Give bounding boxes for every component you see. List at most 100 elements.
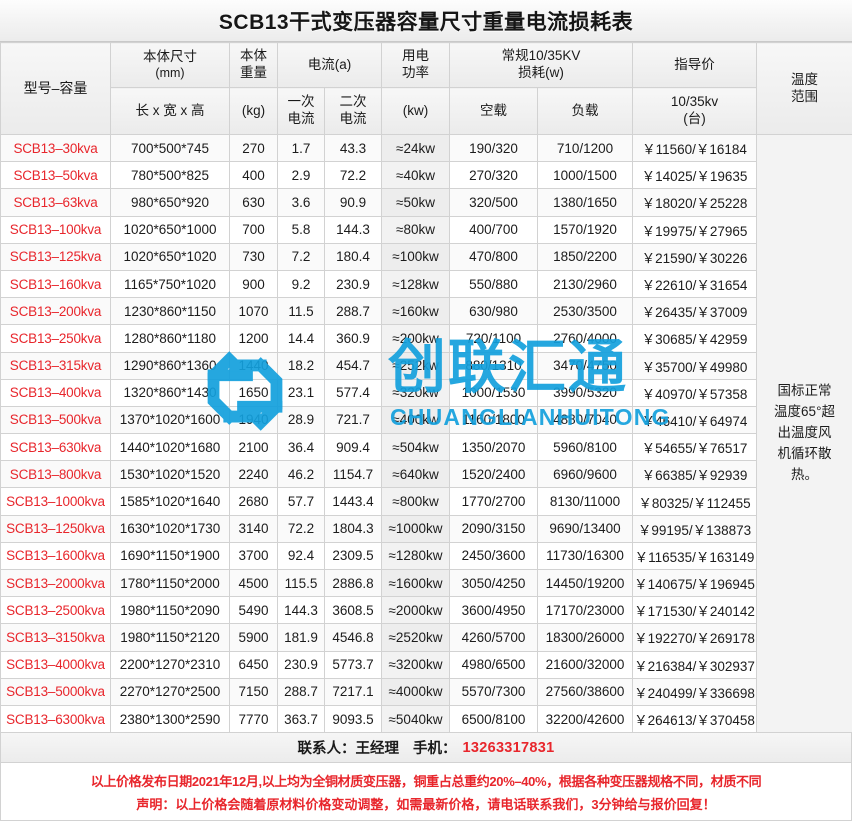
table-header: 型号–容量 本体尺寸 (mm) 本体 重量 电流(a) 用电 功率 常规10/3… bbox=[1, 43, 852, 135]
cell-price: ￥192270/￥269178 bbox=[633, 624, 757, 651]
cell-i1: 3.6 bbox=[278, 189, 325, 216]
cell-load: 5960/8100 bbox=[538, 434, 633, 461]
cell-i1: 363.7 bbox=[278, 705, 325, 732]
cell-size: 2200*1270*2310 bbox=[111, 651, 230, 678]
cell-noload: 400/700 bbox=[450, 216, 538, 243]
cell-temperature-note: 国标正常温度65°超出温度风机循环散热。 bbox=[757, 135, 852, 733]
header-model: 型号–容量 bbox=[1, 43, 111, 135]
cell-price: ￥54655/￥76517 bbox=[633, 434, 757, 461]
cell-weight: 730 bbox=[230, 243, 278, 270]
cell-weight: 5490 bbox=[230, 597, 278, 624]
cell-power: ≈320kw bbox=[382, 379, 450, 406]
cell-power: ≈128kw bbox=[382, 270, 450, 297]
cell-i1: 2.9 bbox=[278, 162, 325, 189]
cell-power: ≈3200kw bbox=[382, 651, 450, 678]
cell-noload: 6500/8100 bbox=[450, 705, 538, 732]
contact-phone-number[interactable]: 13263317831 bbox=[462, 740, 554, 756]
cell-i1: 72.2 bbox=[278, 515, 325, 542]
cell-price: ￥99195/￥138873 bbox=[633, 515, 757, 542]
cell-load: 11730/16300 bbox=[538, 542, 633, 569]
cell-i2: 909.4 bbox=[325, 434, 382, 461]
cell-noload: 270/320 bbox=[450, 162, 538, 189]
cell-model: SCB13–1000kva bbox=[1, 488, 111, 515]
cell-i1: 5.8 bbox=[278, 216, 325, 243]
cell-price: ￥80325/￥112455 bbox=[633, 488, 757, 515]
cell-i1: 288.7 bbox=[278, 678, 325, 705]
cell-model: SCB13–6300kva bbox=[1, 705, 111, 732]
cell-model: SCB13–125kva bbox=[1, 243, 111, 270]
cell-power: ≈80kw bbox=[382, 216, 450, 243]
cell-noload: 2450/3600 bbox=[450, 542, 538, 569]
cell-model: SCB13–50kva bbox=[1, 162, 111, 189]
cell-size: 1290*860*1360 bbox=[111, 352, 230, 379]
cell-i2: 2886.8 bbox=[325, 570, 382, 597]
cell-i1: 18.2 bbox=[278, 352, 325, 379]
cell-load: 6960/9600 bbox=[538, 461, 633, 488]
cell-load: 1380/1650 bbox=[538, 189, 633, 216]
cell-i1: 57.7 bbox=[278, 488, 325, 515]
cell-i2: 360.9 bbox=[325, 325, 382, 352]
cell-price: ￥19975/￥27965 bbox=[633, 216, 757, 243]
cell-noload: 190/320 bbox=[450, 135, 538, 162]
cell-load: 21600/32000 bbox=[538, 651, 633, 678]
header-power-line1: 用电 bbox=[383, 48, 448, 65]
header-power-unit: (kw) bbox=[382, 88, 450, 135]
cell-price: ￥216384/￥302937 bbox=[633, 651, 757, 678]
header-current-primary-line1: 一次 bbox=[279, 94, 323, 111]
cell-size: 2380*1300*2590 bbox=[111, 705, 230, 732]
cell-weight: 1200 bbox=[230, 325, 278, 352]
cell-weight: 2680 bbox=[230, 488, 278, 515]
cell-i1: 46.2 bbox=[278, 461, 325, 488]
cell-weight: 1650 bbox=[230, 379, 278, 406]
cell-power: ≈640kw bbox=[382, 461, 450, 488]
cell-noload: 5570/7300 bbox=[450, 678, 538, 705]
header-price-sub-line2: (台) bbox=[634, 111, 755, 128]
cell-weight: 2100 bbox=[230, 434, 278, 461]
cell-i2: 3608.5 bbox=[325, 597, 382, 624]
cell-model: SCB13–500kva bbox=[1, 406, 111, 433]
cell-load: 710/1200 bbox=[538, 135, 633, 162]
cell-model: SCB13–2000kva bbox=[1, 570, 111, 597]
cell-noload: 470/800 bbox=[450, 243, 538, 270]
header-size-unit: (mm) bbox=[112, 66, 228, 82]
header-loss-line1: 常规10/35KV bbox=[451, 48, 631, 65]
cell-i1: 14.4 bbox=[278, 325, 325, 352]
cell-weight: 1940 bbox=[230, 406, 278, 433]
cell-load: 2530/3500 bbox=[538, 298, 633, 325]
header-size: 本体尺寸 (mm) bbox=[111, 43, 230, 88]
cell-i2: 1154.7 bbox=[325, 461, 382, 488]
cell-load: 8130/11000 bbox=[538, 488, 633, 515]
cell-i2: 454.7 bbox=[325, 352, 382, 379]
contact-row: 联系人：王经理 手机： 13263317831 bbox=[0, 733, 852, 763]
cell-size: 1280*860*1180 bbox=[111, 325, 230, 352]
cell-load: 2760/4000 bbox=[538, 325, 633, 352]
page-title: SCB13干式变压器容量尺寸重量电流损耗表 bbox=[219, 6, 633, 36]
cell-price: ￥46410/￥64974 bbox=[633, 406, 757, 433]
cell-size: 980*650*920 bbox=[111, 189, 230, 216]
header-weight-line1: 本体 bbox=[231, 48, 276, 65]
cell-noload: 4260/5700 bbox=[450, 624, 538, 651]
cell-size: 1780*1150*2000 bbox=[111, 570, 230, 597]
cell-model: SCB13–63kva bbox=[1, 189, 111, 216]
cell-size: 1690*1150*1900 bbox=[111, 542, 230, 569]
cell-i2: 1804.3 bbox=[325, 515, 382, 542]
cell-price: ￥30685/￥42959 bbox=[633, 325, 757, 352]
header-current-secondary-line1: 二次 bbox=[326, 94, 380, 111]
header-current-secondary: 二次 电流 bbox=[325, 88, 382, 135]
header-current: 电流(a) bbox=[278, 43, 382, 88]
header-temp-line1: 温度 bbox=[758, 72, 851, 89]
cell-i1: 7.2 bbox=[278, 243, 325, 270]
cell-weight: 6450 bbox=[230, 651, 278, 678]
cell-weight: 3140 bbox=[230, 515, 278, 542]
cell-model: SCB13–250kva bbox=[1, 325, 111, 352]
